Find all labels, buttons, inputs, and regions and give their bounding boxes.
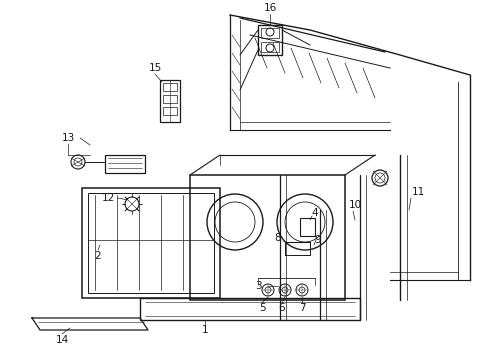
Bar (88, 193, 214, 293)
Bar (163, 107, 177, 115)
Text: 12: 12 (101, 193, 115, 203)
Text: 1: 1 (202, 325, 208, 335)
Bar (261, 42, 279, 52)
Bar (190, 175, 345, 300)
Text: 3: 3 (255, 281, 261, 291)
Bar (258, 25, 282, 55)
Bar (105, 155, 145, 173)
Text: 6: 6 (279, 303, 285, 313)
Text: 13: 13 (61, 133, 74, 143)
Text: 4: 4 (312, 208, 318, 218)
Text: 16: 16 (264, 3, 277, 13)
Text: 11: 11 (412, 187, 425, 197)
Text: 2: 2 (95, 251, 101, 261)
Text: 8: 8 (275, 233, 281, 243)
Text: 7: 7 (299, 303, 305, 313)
Bar (261, 28, 279, 38)
Text: 9: 9 (315, 235, 321, 245)
Text: 10: 10 (348, 200, 362, 210)
Bar (163, 83, 177, 91)
Bar (160, 80, 180, 122)
Text: 14: 14 (55, 335, 69, 345)
Text: 5: 5 (259, 303, 265, 313)
Bar (82, 188, 220, 298)
Bar (163, 95, 177, 103)
Bar (140, 298, 360, 320)
Text: 15: 15 (148, 63, 162, 73)
Bar (300, 218, 315, 236)
